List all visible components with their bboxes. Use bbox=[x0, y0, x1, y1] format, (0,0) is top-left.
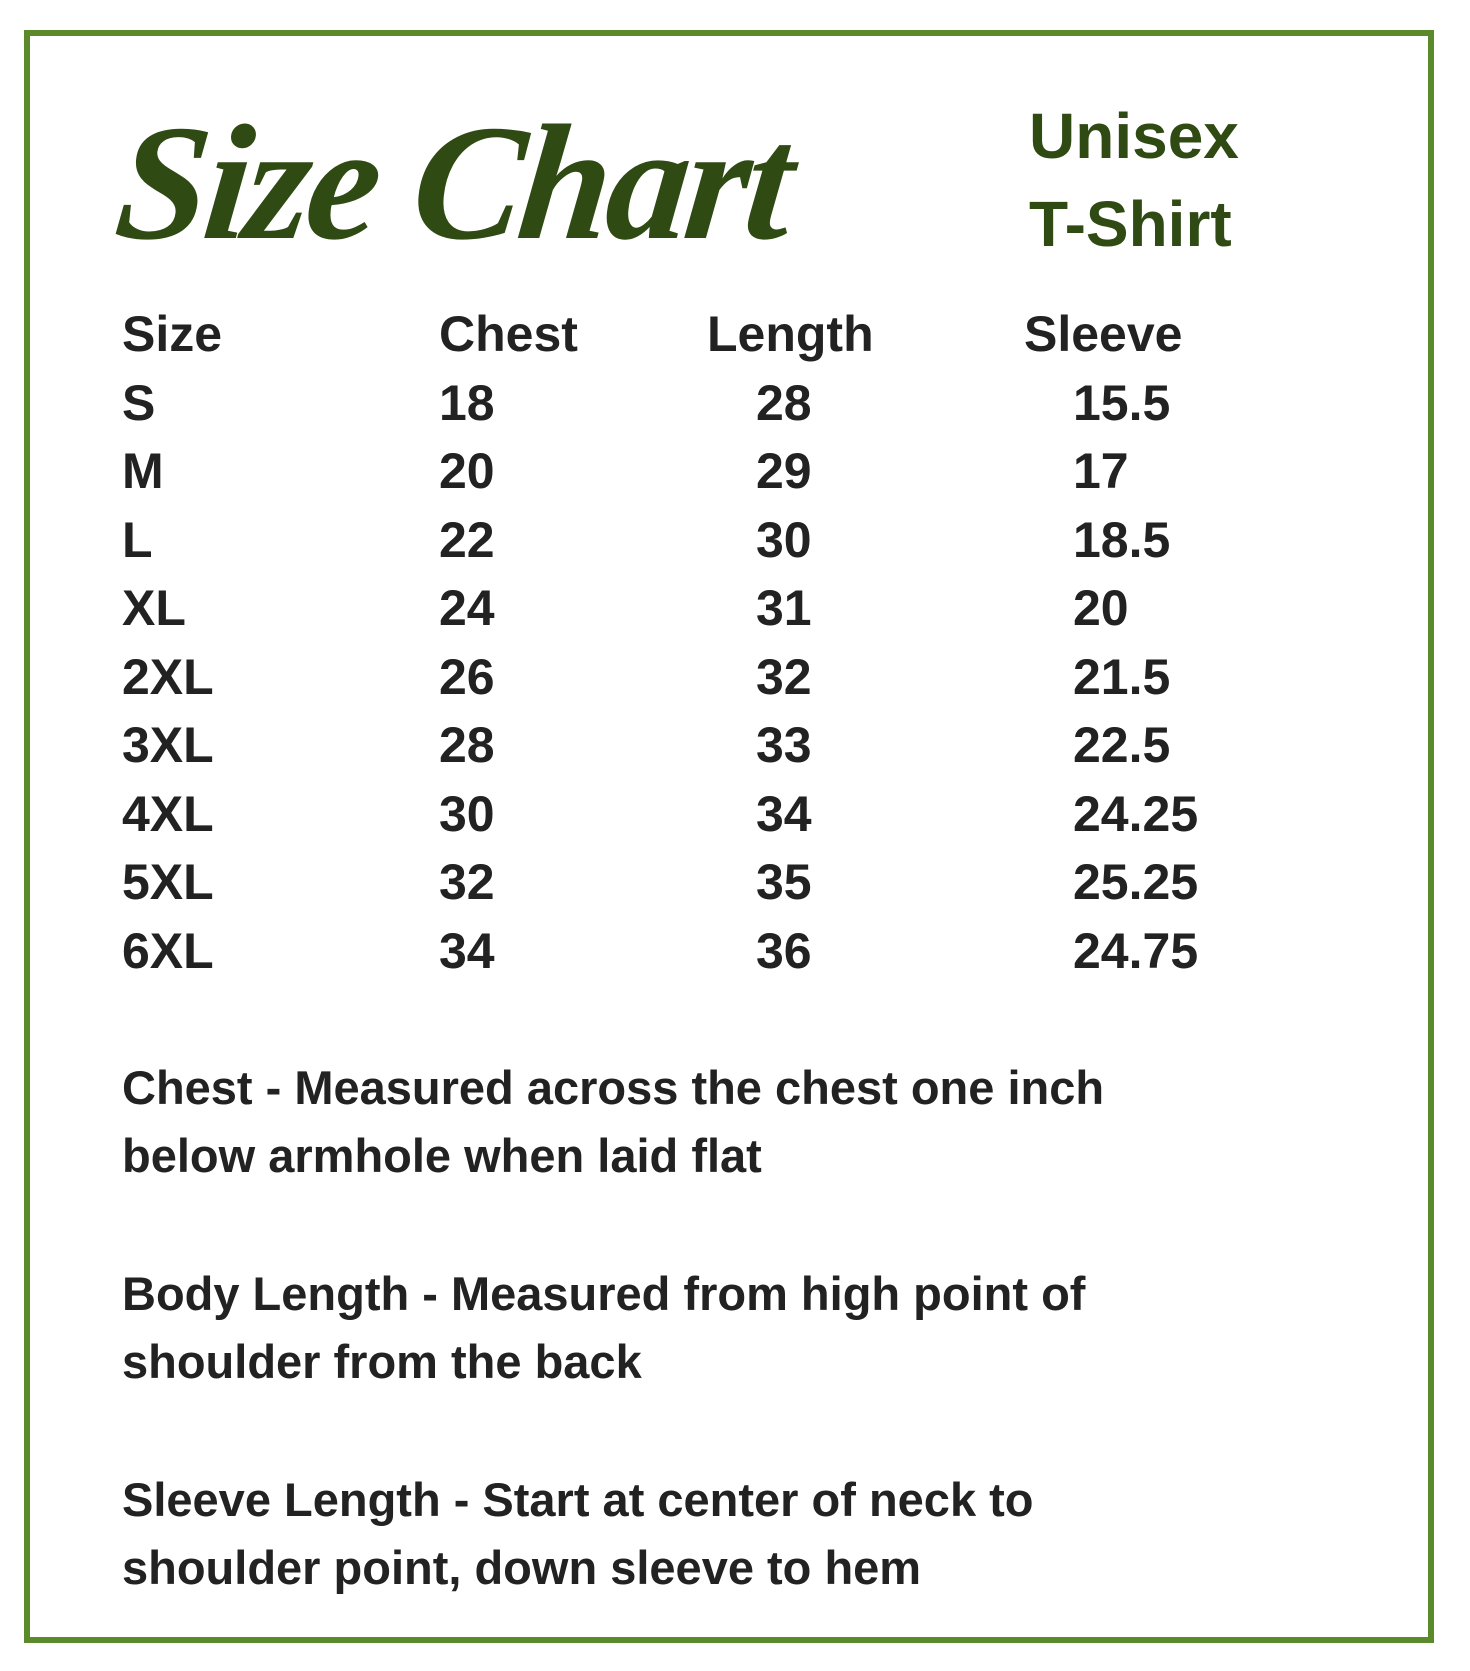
table-cell: 29 bbox=[756, 443, 812, 499]
table-cell: 34 bbox=[439, 922, 495, 979]
table-cell: 30 bbox=[439, 785, 495, 842]
table-cell: M bbox=[122, 443, 164, 499]
note-line: Sleeve Length - Start at center of neck … bbox=[122, 1473, 1034, 1526]
table-cell: 22 bbox=[439, 511, 495, 568]
table-cell: 32 bbox=[439, 854, 495, 910]
table-cell: 31 bbox=[756, 580, 812, 636]
column-header: Sleeve bbox=[1024, 306, 1183, 362]
table-cell: 36 bbox=[756, 922, 812, 979]
column-header: Size bbox=[122, 306, 223, 362]
table-cell: 28 bbox=[439, 717, 495, 773]
table-cell: 33 bbox=[756, 717, 812, 773]
table-cell: 18 bbox=[439, 374, 495, 431]
table-cell: L bbox=[122, 511, 153, 568]
table-cell: 26 bbox=[439, 648, 495, 705]
note-line: Chest - Measured across the chest one in… bbox=[122, 1061, 1105, 1114]
table-cell: 20 bbox=[1073, 580, 1129, 636]
table-cell: XL bbox=[122, 580, 186, 636]
table-cell: 34 bbox=[756, 785, 812, 842]
table-cell: 15.5 bbox=[1073, 374, 1171, 431]
table-cell: 5XL bbox=[122, 854, 214, 910]
column-header: Chest bbox=[439, 306, 578, 362]
table-cell: 24 bbox=[439, 580, 495, 636]
note-line: shoulder from the back bbox=[122, 1335, 642, 1388]
table-cell: 2XL bbox=[122, 648, 214, 705]
table-cell: 6XL bbox=[122, 922, 214, 979]
chart-border bbox=[24, 30, 1434, 1643]
page-title: Size Chart bbox=[108, 91, 799, 274]
table-cell: 20 bbox=[439, 443, 495, 499]
note-line: below armhole when laid flat bbox=[122, 1129, 762, 1182]
table-cell: S bbox=[122, 374, 156, 431]
table-cell: 22.5 bbox=[1073, 717, 1171, 773]
table-cell: 32 bbox=[756, 648, 812, 705]
table-cell: 3XL bbox=[122, 717, 214, 773]
subtitle-line-2: T-Shirt bbox=[1029, 188, 1232, 260]
table-cell: 35 bbox=[756, 854, 812, 910]
note-line: Body Length - Measured from high point o… bbox=[122, 1267, 1086, 1320]
column-header: Length bbox=[707, 306, 874, 362]
table-cell: 4XL bbox=[122, 785, 214, 842]
table-cell: 18.5 bbox=[1073, 511, 1171, 568]
subtitle-line-1: Unisex bbox=[1029, 100, 1239, 172]
table-cell: 21.5 bbox=[1073, 648, 1171, 705]
note-line: shoulder point, down sleeve to hem bbox=[122, 1541, 922, 1594]
table-cell: 30 bbox=[756, 511, 812, 568]
table-cell: 17 bbox=[1073, 443, 1129, 499]
table-cell: 24.25 bbox=[1073, 785, 1199, 842]
table-cell: 25.25 bbox=[1073, 854, 1199, 910]
table-cell: 24.75 bbox=[1073, 922, 1199, 979]
table-cell: 28 bbox=[756, 374, 812, 431]
